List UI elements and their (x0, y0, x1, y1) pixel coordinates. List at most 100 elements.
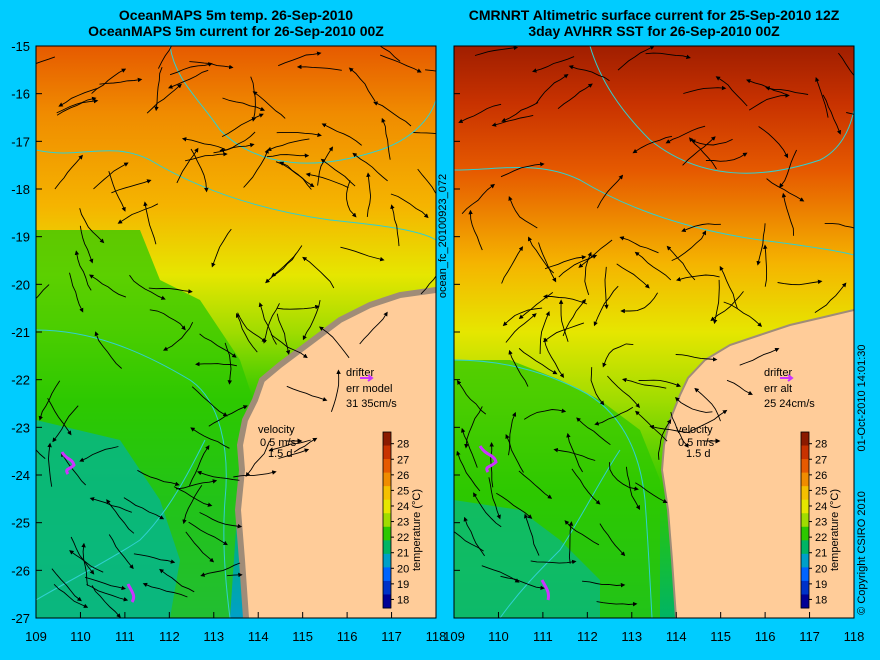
left-streamline (250, 76, 257, 122)
left-colorbar-tick-label: 19 (397, 579, 409, 591)
right-streamline (649, 424, 691, 434)
left-streamline (58, 88, 97, 107)
left-streamline (169, 62, 213, 76)
right-streamline (617, 46, 655, 71)
left-streamline (89, 274, 127, 298)
left-streamline (70, 536, 95, 575)
left-streamline (237, 312, 267, 343)
left-streamline (185, 531, 215, 563)
left-streamline (188, 445, 210, 486)
left-streamline (278, 51, 322, 67)
left-title-line2: OceanMAPS 5m current for 26-Sep-2010 00Z (88, 23, 384, 39)
left-streamline (189, 61, 234, 70)
right-streamline (666, 245, 696, 281)
left-cold-water (36, 420, 180, 618)
right-colorbar-swatch (801, 486, 809, 501)
right-colorbar-tick-label: 25 (815, 485, 827, 497)
left-streamline (53, 583, 89, 608)
left-streamline (243, 148, 269, 188)
left-streamline (219, 131, 256, 153)
left-streamline (199, 333, 237, 358)
right-streamline (501, 246, 524, 284)
left-x-tick-label: 114 (248, 629, 269, 644)
left-streamline (222, 97, 265, 112)
right-cold-water (454, 500, 600, 618)
left-streamline (366, 172, 372, 217)
right-drifter-err: err alt (764, 383, 792, 395)
right-streamline (682, 136, 716, 166)
left-y-tick-label: -22 (11, 373, 30, 388)
left-streamline (302, 256, 335, 289)
left-streamline (258, 302, 277, 345)
right-velocity-legend: velocity 0.5 m/s 1.5 d (676, 424, 721, 460)
left-streamline (106, 499, 135, 534)
copyright-label: © Copyright CSIRO 2010 (856, 491, 868, 615)
right-streamline (518, 470, 553, 499)
left-streamline (245, 440, 271, 477)
right-streamline (781, 192, 795, 236)
right-streamline (464, 406, 483, 449)
left-colorbar-swatch (383, 580, 391, 595)
left-colorbar-swatch (383, 594, 391, 609)
right-streamline (838, 52, 854, 77)
left-drifter-value: 31 35cm/s (346, 398, 397, 410)
right-x-tick-label: 116 (755, 629, 776, 644)
right-colorbar-tick-label: 19 (815, 579, 827, 591)
left-colorbar-tick-label: 21 (397, 548, 409, 560)
right-colorbar-tick-label: 21 (815, 548, 827, 560)
right-axis-ticks: 109 110 111 112 113 114 115 116 117 118 (443, 45, 864, 644)
left-streamline (352, 152, 388, 182)
right-streamline (822, 94, 842, 135)
right-streamline (665, 125, 706, 144)
left-streamline (154, 67, 163, 112)
left-colorbar-swatch (383, 526, 391, 541)
right-streamline (544, 255, 587, 270)
left-streamline (69, 272, 84, 313)
right-streamline (584, 251, 592, 296)
right-streamline (500, 162, 545, 178)
left-streamline (305, 172, 349, 189)
right-streamline (566, 432, 583, 473)
right-streamline (676, 274, 720, 282)
left-y-tick-label: -26 (11, 563, 30, 578)
right-streamline (590, 367, 605, 406)
left-coastline (234, 287, 436, 618)
left-streamline (276, 313, 291, 355)
left-velocity-legend: velocity 0.5 m/s 1.5 d (258, 424, 303, 460)
left-streamline (293, 437, 318, 453)
right-colorbar-swatch (801, 553, 809, 568)
left-drifter-legend: drifter err model 31 35cm/s (346, 367, 397, 410)
left-streamline (390, 204, 400, 247)
left-streamline (168, 69, 209, 89)
right-streamline (582, 580, 626, 588)
left-streamline (74, 250, 92, 291)
left-streamline (317, 146, 334, 186)
right-streamline (638, 379, 682, 388)
left-streamline (94, 331, 123, 369)
left-streamline (111, 179, 152, 194)
left-streamline (36, 56, 56, 65)
left-streamline (79, 225, 94, 264)
left-contour-3 (36, 329, 231, 618)
left-map-panel (36, 46, 436, 618)
timestamp-label: 01-Oct-2010 14:01:30 (856, 344, 868, 451)
left-streamline (413, 132, 436, 135)
left-streamline (190, 427, 230, 449)
left-colorbar-tick-label: 23 (397, 517, 409, 529)
right-streamline (694, 387, 721, 422)
left-streamline (79, 446, 119, 462)
right-colorbar-swatch (801, 594, 809, 609)
right-streamline (635, 482, 668, 504)
left-x-tick-label: 116 (337, 629, 358, 644)
right-streamline (814, 282, 847, 313)
right-streamline (723, 301, 763, 327)
left-colorbar-swatch (383, 432, 391, 447)
left-colorbar-tick-label: 22 (397, 532, 409, 544)
left-velocity-label: velocity (258, 424, 295, 436)
left-streamline (379, 46, 401, 62)
left-streamline (191, 386, 228, 417)
right-colorbar-swatch (801, 445, 809, 460)
right-title-line1: CMRNRT Altimetric surface current for 25… (468, 7, 840, 23)
left-streamline (235, 312, 258, 353)
right-streamline (681, 223, 721, 232)
